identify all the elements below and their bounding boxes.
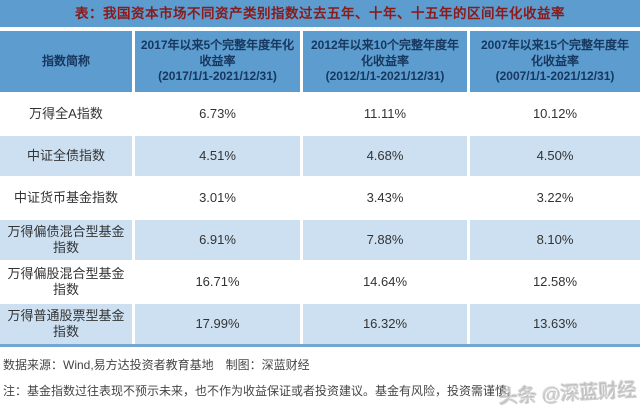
table-row: 万得偏股混合型基金指数 16.71% 14.64% 12.58% <box>0 260 640 302</box>
value-cell-10y: 3.43% <box>303 176 470 218</box>
value-cell-15y: 3.22% <box>470 176 640 218</box>
header-label: 2012年以来10个完整年度年化收益率 <box>310 37 460 68</box>
value-cell-5y: 17.99% <box>135 302 303 344</box>
header-label: 2017年以来5个完整年度年化收益率 <box>140 37 295 68</box>
header-date-range: (2012/1/1-2021/12/31) <box>325 69 445 84</box>
table-header-row: 指数简称 2017年以来5个完整年度年化收益率 (2017/1/1-2021/1… <box>0 31 640 92</box>
index-name-cell: 万得全A指数 <box>0 92 135 134</box>
toutiao-watermark: 头条 @深蓝财经 <box>498 380 638 409</box>
disclaimer-note: 注：基金指数过往表现不预示未来，也不作为收益保证或者投资建议。基金有风险，投资需… <box>3 384 520 398</box>
value-cell-10y: 4.68% <box>303 134 470 176</box>
index-name-cell: 万得普通股票型基金指数 <box>0 302 135 344</box>
value-cell-5y: 6.91% <box>135 218 303 260</box>
header-label: 2007年以来15个完整年度年化收益率 <box>480 37 630 68</box>
header-label: 指数简称 <box>41 53 90 68</box>
value-cell-15y: 8.10% <box>470 218 640 260</box>
value-cell-10y: 7.88% <box>303 218 470 260</box>
returns-table: 指数简称 2017年以来5个完整年度年化收益率 (2017/1/1-2021/1… <box>0 31 640 344</box>
table-row: 万得全A指数 6.73% 11.11% 10.12% <box>0 92 640 134</box>
header-cell-index-name: 指数简称 <box>0 31 135 92</box>
table-row: 中证全债指数 4.51% 4.68% 4.50% <box>0 134 640 176</box>
header-cell-15y-return: 2007年以来15个完整年度年化收益率 (2007/1/1-2021/12/31… <box>470 31 640 92</box>
value-cell-5y: 4.51% <box>135 134 303 176</box>
table-row: 中证货币基金指数 3.01% 3.43% 3.22% <box>0 176 640 218</box>
header-date-range: (2007/1/1-2021/12/31) <box>495 69 615 84</box>
value-cell-10y: 16.32% <box>303 302 470 344</box>
value-cell-10y: 11.11% <box>303 92 470 134</box>
value-cell-15y: 10.12% <box>470 92 640 134</box>
data-source-note: 数据来源：Wind,易方达投资者教育基地 制图：深蓝财经 <box>3 358 310 372</box>
table-row: 万得偏债混合型基金指数 6.91% 7.88% 8.10% <box>0 218 640 260</box>
value-cell-15y: 4.50% <box>470 134 640 176</box>
index-name-cell: 中证货币基金指数 <box>0 176 135 218</box>
value-cell-15y: 13.63% <box>470 302 640 344</box>
value-cell-10y: 14.64% <box>303 260 470 302</box>
index-name-cell: 万得偏债混合型基金指数 <box>0 218 135 260</box>
title-divider <box>0 27 640 31</box>
value-cell-5y: 16.71% <box>135 260 303 302</box>
header-date-range: (2017/1/1-2021/12/31) <box>158 69 277 84</box>
value-cell-15y: 12.58% <box>470 260 640 302</box>
table-row: 万得普通股票型基金指数 17.99% 16.32% 13.63% <box>0 302 640 344</box>
table-title: 表：我国资本市场不同资产类别指数过去五年、十年、十五年的区间年化收益率 <box>0 0 640 27</box>
table-bottom-rule <box>0 344 640 347</box>
header-cell-5y-return: 2017年以来5个完整年度年化收益率 (2017/1/1-2021/12/31) <box>135 31 303 92</box>
footer: 数据来源：Wind,易方达投资者教育基地 制图：深蓝财经 注：基金指数过往表现不… <box>0 347 640 399</box>
index-name-cell: 万得偏股混合型基金指数 <box>0 260 135 302</box>
value-cell-5y: 6.73% <box>135 92 303 134</box>
index-name-cell: 中证全债指数 <box>0 134 135 176</box>
header-cell-10y-return: 2012年以来10个完整年度年化收益率 (2012/1/1-2021/12/31… <box>303 31 470 92</box>
value-cell-5y: 3.01% <box>135 176 303 218</box>
